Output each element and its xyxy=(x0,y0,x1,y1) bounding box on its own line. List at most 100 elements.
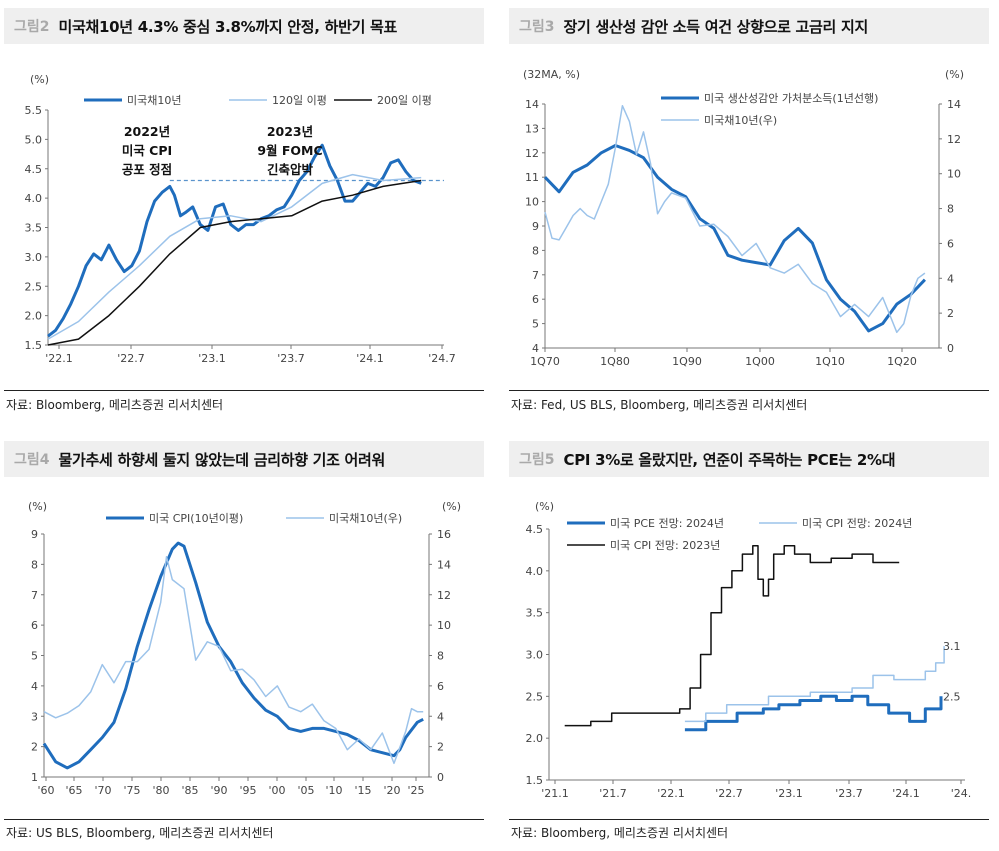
y-unit-label-right: (%) xyxy=(442,500,461,513)
x-tick-label: 1Q20 xyxy=(887,355,917,368)
y-unit-label-right: (%) xyxy=(945,68,964,81)
y-tick-label: 3.0 xyxy=(526,649,544,662)
y-tick-label-right: 4 xyxy=(947,272,954,285)
chart-fig5: 1.5 2.0 2.5 3.0 3.5 4.0 4.5 (%) '21.1 '21.7 '22.1 '… xyxy=(526,500,972,800)
x-tick-label: '22.1 xyxy=(657,787,685,800)
y-tick-label: 9 xyxy=(31,528,38,541)
source-divider xyxy=(509,819,989,820)
annotation-text: 공포 정점 xyxy=(122,162,172,177)
y-tick-label: 4.0 xyxy=(25,192,43,205)
source-divider xyxy=(509,390,989,391)
annotation-text: 긴축압박 xyxy=(267,162,314,177)
y-tick-label: 2.0 xyxy=(526,732,544,745)
x-tick-label: '22.1 xyxy=(45,352,73,365)
x-tick-label: 1Q00 xyxy=(745,355,775,368)
y-tick-label: 3.5 xyxy=(25,222,43,235)
y-tick-label: 3.5 xyxy=(526,607,544,620)
x-tick-label: '24.7 xyxy=(428,352,456,365)
legend-label: 미국 생산성감안 가처분소득(1년선행) xyxy=(704,92,878,105)
source-text: 자료: US BLS, Bloomberg, 메리츠증권 리서치센터 xyxy=(6,826,274,840)
y-tick-label: 14 xyxy=(525,98,539,111)
x-tick-label: '23.7 xyxy=(277,352,305,365)
y-tick-label: 5.0 xyxy=(25,133,43,146)
legend-label: 미국 CPI 전망: 2024년 xyxy=(802,517,912,530)
y-tick-label: 1.5 xyxy=(526,774,544,787)
legend-label: 120일 이평 xyxy=(272,93,327,107)
y-tick-label-right: 6 xyxy=(437,680,444,693)
annotation-text: 2022년 xyxy=(124,124,170,139)
y-tick-label-right: 6 xyxy=(947,237,954,250)
figure-tag: 그림5 xyxy=(519,452,555,468)
y-tick-label-right: 12 xyxy=(437,589,451,602)
y-tick-label-right: 4 xyxy=(437,710,444,723)
y-unit-label: (%) xyxy=(30,73,49,86)
chart-fig3: 4 5 6 7 8 9 10 11 12 13 14 0 2 4 6 8 10 12 14 (32MA, %) (%) 1… xyxy=(523,68,964,368)
series-line-2 xyxy=(47,173,422,340)
legend-label: 미국 CPI 전망: 2023년 xyxy=(610,539,720,552)
x-tick-label: '85 xyxy=(181,784,198,797)
source-text: 자료: Bloomberg, 메리츠증권 리서치센터 xyxy=(511,826,729,840)
y-tick-label: 3.0 xyxy=(25,251,43,264)
source-text: 자료: Bloomberg, 메리츠증권 리서치센터 xyxy=(6,398,224,412)
y-tick-label: 4 xyxy=(532,342,539,355)
x-tick-label: '80 xyxy=(152,784,169,797)
y-tick-label: 8 xyxy=(532,244,539,257)
y-tick-label-right: 10 xyxy=(437,619,451,632)
x-tick-label: '22.7 xyxy=(715,787,743,800)
x-tick-label: 1Q80 xyxy=(600,355,630,368)
annotation-text: 2023년 xyxy=(267,124,313,139)
x-tick-label: '00 xyxy=(268,784,285,797)
y-tick-label-right: 0 xyxy=(437,771,444,784)
legend-label: 200일 이평 xyxy=(377,93,432,107)
y-tick-label: 4.5 xyxy=(526,523,544,536)
x-tick-label: '21.7 xyxy=(599,787,627,800)
legend-label: 미국 CPI(10년이평) xyxy=(149,512,243,525)
y-tick-label: 2.5 xyxy=(526,690,544,703)
x-tick-label: '23.7 xyxy=(835,787,863,800)
y-tick-label: 4.5 xyxy=(25,163,43,176)
y-tick-label: 5 xyxy=(532,318,539,331)
figure-tag: 그림4 xyxy=(14,452,50,468)
x-tick-label: '20 xyxy=(383,784,400,797)
figure-title: CPI 3%로 올랐지만, 연준이 주목하는 PCE는 2%대 xyxy=(563,450,896,469)
x-tick-label: '65 xyxy=(65,784,82,797)
x-tick-label: '60 xyxy=(37,784,54,797)
x-tick-label: '70 xyxy=(94,784,111,797)
figure-tag: 그림2 xyxy=(14,19,50,35)
series-line-1 xyxy=(42,541,424,770)
x-tick-label: 1Q10 xyxy=(815,355,845,368)
y-tick-label: 1 xyxy=(31,771,38,784)
y-tick-label: 6 xyxy=(31,619,38,632)
y-tick-label-right: 14 xyxy=(947,98,961,111)
chart-fig2: 1.5 2.0 2.5 3.0 3.5 4.0 4.5 5.0 5.5 (%) '22.1 '22.7… xyxy=(25,73,456,365)
x-tick-label: '24. xyxy=(951,787,972,800)
y-tick-label: 5 xyxy=(31,650,38,663)
x-tick-label: '10 xyxy=(325,784,342,797)
end-value-label: 3.1 xyxy=(943,640,961,653)
series-line-3 xyxy=(564,544,900,727)
y-tick-label: 7 xyxy=(31,589,38,602)
panel-title-bar: 그림2 미국채10년 4.3% 중심 3.8%까지 안정, 하반기 목표 xyxy=(4,8,484,44)
y-tick-label-right: 8 xyxy=(437,650,444,663)
y-tick-label: 1.5 xyxy=(25,339,43,352)
y-tick-label-right: 10 xyxy=(947,168,961,181)
y-tick-label: 2.5 xyxy=(25,280,43,293)
panel-title-bar: 그림3 장기 생산성 감안 소득 여건 상향으로 고금리 지지 xyxy=(509,8,989,44)
y-tick-label-right: 8 xyxy=(947,203,954,216)
source-text: 자료: Fed, US BLS, Bloomberg, 메리츠증권 리서치센터 xyxy=(511,398,808,412)
x-tick-label: 1Q70 xyxy=(530,355,560,368)
legend-label: 미국 PCE 전망: 2024년 xyxy=(610,517,724,530)
panel-fig5: 그림5 CPI 3%로 올랐지만, 연준이 주목하는 PCE는 2%대 1.5 2… xyxy=(509,441,989,846)
series-line-1 xyxy=(684,694,943,732)
y-tick-label-right: 2 xyxy=(947,307,954,320)
figure-tag: 그림3 xyxy=(519,19,555,35)
end-value-label: 2.5 xyxy=(943,690,961,703)
series-line-2 xyxy=(43,556,424,765)
x-tick-label: '05 xyxy=(297,784,314,797)
panel-fig2: 그림2 미국채10년 4.3% 중심 3.8%까지 안정, 하반기 목표 1.5… xyxy=(4,8,484,413)
y-tick-label: 2.0 xyxy=(25,310,43,323)
x-tick-label: '95 xyxy=(239,784,256,797)
x-tick-label: '25 xyxy=(407,784,424,797)
series-line-1 xyxy=(47,143,422,338)
